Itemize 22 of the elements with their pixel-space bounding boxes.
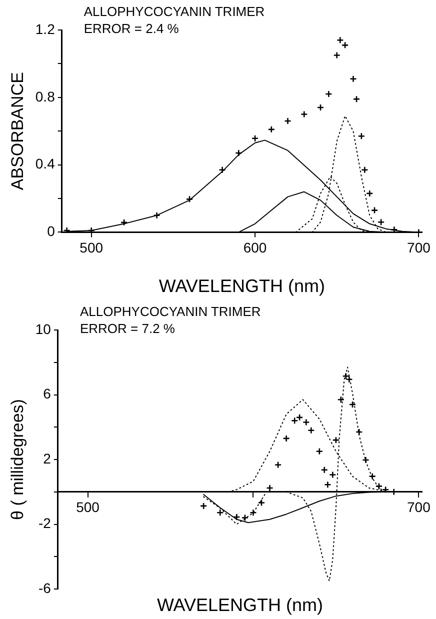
x-tick-label: 500 [80,239,104,256]
x-axis-title: WAVELENGTH (nm) [156,594,323,615]
y-tick-label: 6 [43,386,52,402]
x-tick-label: 700 [407,239,431,256]
x-tick-label: 500 [76,499,100,516]
y-axis-title: θ ( millidegrees) [8,399,27,520]
y-tick-label: 0.8 [35,88,56,104]
x-axis-title: WAVELENGTH (nm) [158,276,325,296]
y-tick-label: -2 [38,515,52,532]
y-tick-label: 2 [43,450,52,466]
y-tick-label: -6 [38,580,52,596]
x-tick-label: 600 [243,239,267,256]
x-tick-label: 700 [407,499,431,516]
y-tick-label: 0.4 [35,156,56,172]
y-tick-label: 0 [47,223,56,240]
y-axis-title: ABSORBANCE [8,72,27,190]
chart-subtitle: ERROR = 2.4 % [84,21,180,36]
chart-title: ALLOPHYCOCYANIN TRIMER [80,304,261,320]
y-tick-label: 1.2 [35,20,56,37]
chart-subtitle: ERROR = 7.2 % [80,321,176,336]
y-tick-label: 10 [35,320,52,337]
chart-title: ALLOPHYCOCYANIN TRIMER [84,4,265,20]
